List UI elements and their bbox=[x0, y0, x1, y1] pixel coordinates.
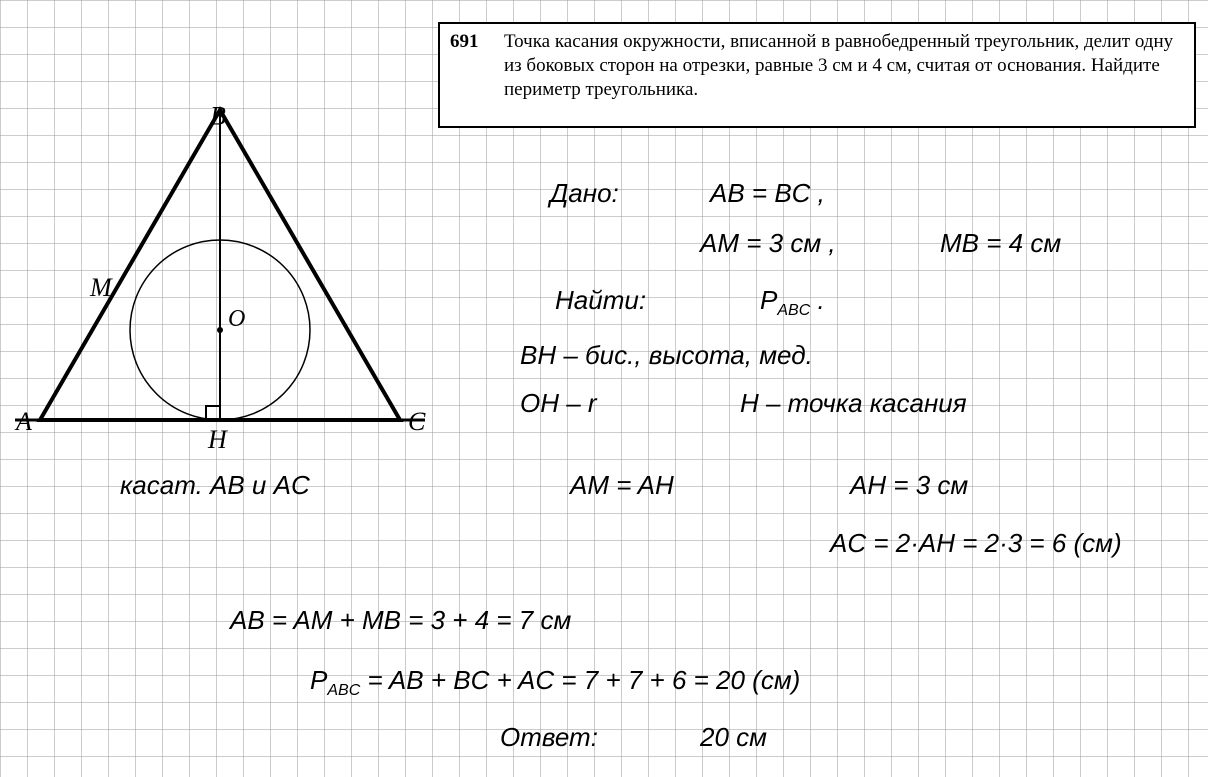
answer-value: 20 см bbox=[700, 722, 767, 753]
bh-note: BH – бис., высота, мед. bbox=[520, 340, 813, 371]
ac-val: AC = 2·AH = 2·3 = 6 (см) bbox=[830, 528, 1122, 559]
svg-text:M: M bbox=[89, 273, 113, 302]
triangle-diagram: A B C H M O bbox=[10, 100, 440, 480]
given-am: AM = 3 см , bbox=[700, 228, 836, 259]
oh-note: OH – r bbox=[520, 388, 597, 419]
svg-text:B: B bbox=[210, 101, 226, 130]
ah-val: AH = 3 см bbox=[850, 470, 968, 501]
h-note: H – точка касания bbox=[740, 388, 967, 419]
find-heading: Найти: bbox=[555, 285, 646, 316]
given-ab-bc: AB = BC , bbox=[710, 178, 825, 209]
problem-box: 691 Точка касания окружности, вписанной … bbox=[438, 22, 1196, 128]
answer-label: Ответ: bbox=[500, 722, 598, 753]
svg-text:A: A bbox=[14, 407, 32, 436]
find-p: PABC . bbox=[760, 285, 825, 320]
problem-number: 691 bbox=[450, 30, 504, 120]
ab-val: AB = AM + MB = 3 + 4 = 7 см bbox=[230, 605, 571, 636]
svg-text:H: H bbox=[207, 425, 228, 454]
perimeter-expr: PABC = AB + BC + AC = 7 + 7 + 6 = 20 (см… bbox=[310, 665, 800, 700]
tangent-note: касат. AB и AC bbox=[120, 470, 310, 501]
svg-text:O: O bbox=[228, 306, 245, 332]
given-heading: Дано: bbox=[550, 178, 619, 209]
svg-text:C: C bbox=[408, 407, 426, 436]
given-mb: MB = 4 см bbox=[940, 228, 1061, 259]
am-ah: AM = AH bbox=[570, 470, 674, 501]
problem-text: Точка касания окружности, вписанной в ра… bbox=[504, 30, 1184, 120]
